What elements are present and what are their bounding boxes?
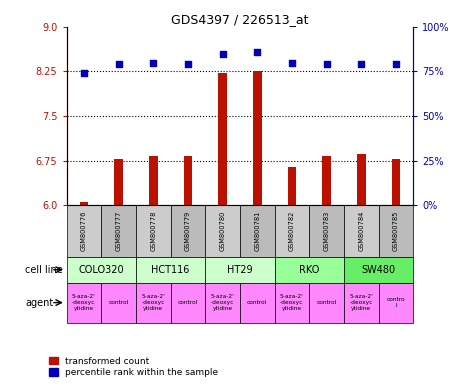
Point xyxy=(80,70,88,76)
Bar xyxy=(309,283,344,323)
Text: control: control xyxy=(247,300,267,305)
Text: GSM800779: GSM800779 xyxy=(185,211,191,251)
Bar xyxy=(136,257,205,283)
Text: cell line: cell line xyxy=(25,265,63,275)
Text: GSM800777: GSM800777 xyxy=(115,211,122,251)
Bar xyxy=(357,154,366,205)
Text: RKO: RKO xyxy=(299,265,319,275)
Point xyxy=(392,61,400,68)
Bar xyxy=(101,205,136,257)
Text: 5-aza-2'
-deoxyc
ytidine: 5-aza-2' -deoxyc ytidine xyxy=(210,294,235,311)
Text: control: control xyxy=(316,300,337,305)
Bar xyxy=(66,283,101,323)
Bar xyxy=(379,283,413,323)
Bar xyxy=(253,71,262,205)
Bar xyxy=(344,257,413,283)
Text: control: control xyxy=(108,300,129,305)
Bar xyxy=(309,205,344,257)
Bar xyxy=(322,156,331,205)
Text: 5-aza-2'
-deoxyc
ytidine: 5-aza-2' -deoxyc ytidine xyxy=(349,294,373,311)
Text: 5-aza-2'
-deoxyc
ytidine: 5-aza-2' -deoxyc ytidine xyxy=(280,294,304,311)
Bar xyxy=(114,159,123,205)
Text: SW480: SW480 xyxy=(361,265,396,275)
Text: GSM800776: GSM800776 xyxy=(81,211,87,251)
Bar xyxy=(218,73,227,205)
Bar xyxy=(149,156,158,205)
Point xyxy=(184,61,192,68)
Text: GSM800780: GSM800780 xyxy=(219,211,226,251)
Bar xyxy=(79,202,88,205)
Bar xyxy=(205,205,240,257)
Title: GDS4397 / 226513_at: GDS4397 / 226513_at xyxy=(171,13,309,26)
Point xyxy=(358,61,365,68)
Text: control: control xyxy=(178,300,198,305)
Text: GSM800784: GSM800784 xyxy=(358,211,364,251)
Bar xyxy=(391,159,400,205)
Bar xyxy=(205,257,275,283)
Bar xyxy=(240,205,275,257)
Text: COLO320: COLO320 xyxy=(78,265,124,275)
Text: GSM800781: GSM800781 xyxy=(254,211,260,251)
Point xyxy=(115,61,123,68)
Text: GSM800785: GSM800785 xyxy=(393,211,399,251)
Bar xyxy=(287,167,296,205)
Bar xyxy=(344,283,379,323)
Text: 5-aza-2'
-deoxyc
ytidine: 5-aza-2' -deoxyc ytidine xyxy=(72,294,96,311)
Text: 5-aza-2'
-deoxyc
ytidine: 5-aza-2' -deoxyc ytidine xyxy=(141,294,165,311)
Point xyxy=(149,60,157,66)
Bar xyxy=(240,283,275,323)
Text: HCT116: HCT116 xyxy=(152,265,190,275)
Point xyxy=(323,61,331,68)
Bar xyxy=(136,283,171,323)
Bar xyxy=(379,205,413,257)
Bar xyxy=(183,156,192,205)
Point xyxy=(288,60,295,66)
Point xyxy=(218,51,227,57)
Bar xyxy=(275,257,344,283)
Bar xyxy=(275,205,309,257)
Bar xyxy=(344,205,379,257)
Bar xyxy=(275,283,309,323)
Bar xyxy=(171,283,205,323)
Text: GSM800782: GSM800782 xyxy=(289,211,295,251)
Legend: transformed count, percentile rank within the sample: transformed count, percentile rank withi… xyxy=(48,355,220,379)
Bar xyxy=(66,257,136,283)
Bar xyxy=(171,205,205,257)
Text: GSM800783: GSM800783 xyxy=(323,211,330,251)
Text: agent: agent xyxy=(25,298,53,308)
Text: GSM800778: GSM800778 xyxy=(150,211,156,251)
Bar xyxy=(66,205,101,257)
Text: HT29: HT29 xyxy=(227,265,253,275)
Bar xyxy=(136,205,171,257)
Point xyxy=(254,49,261,55)
Bar xyxy=(101,283,136,323)
Bar xyxy=(205,283,240,323)
Text: contro
l: contro l xyxy=(387,297,405,308)
